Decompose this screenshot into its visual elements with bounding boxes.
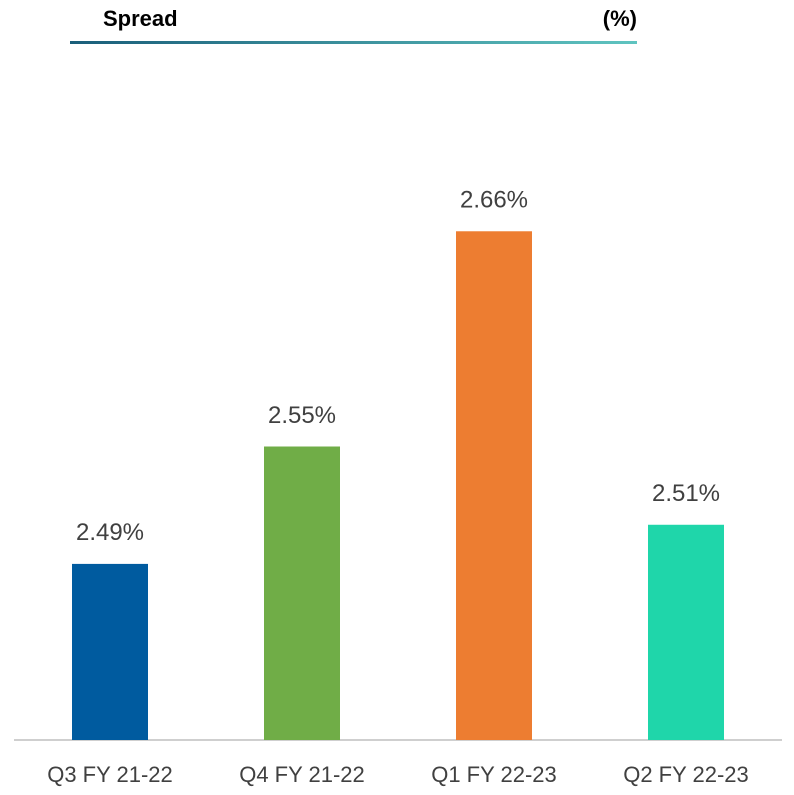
header-rule	[70, 41, 637, 44]
value-label: 2.49%	[76, 519, 144, 546]
chart-title: Spread	[103, 6, 178, 31]
chart-subtitle: (%)	[603, 6, 637, 31]
x-tick-label: Q1 FY 22-23	[431, 762, 557, 787]
bar	[264, 446, 340, 740]
value-label: 2.55%	[268, 402, 336, 429]
x-tick-label: Q3 FY 21-22	[47, 762, 173, 787]
bar	[648, 524, 724, 740]
value-label: 2.51%	[652, 480, 720, 507]
value-label: 2.66%	[460, 187, 528, 214]
bar	[456, 231, 532, 740]
x-tick-label: Q2 FY 22-23	[623, 762, 749, 787]
bar	[72, 563, 148, 740]
x-tick-label: Q4 FY 21-22	[239, 762, 365, 787]
